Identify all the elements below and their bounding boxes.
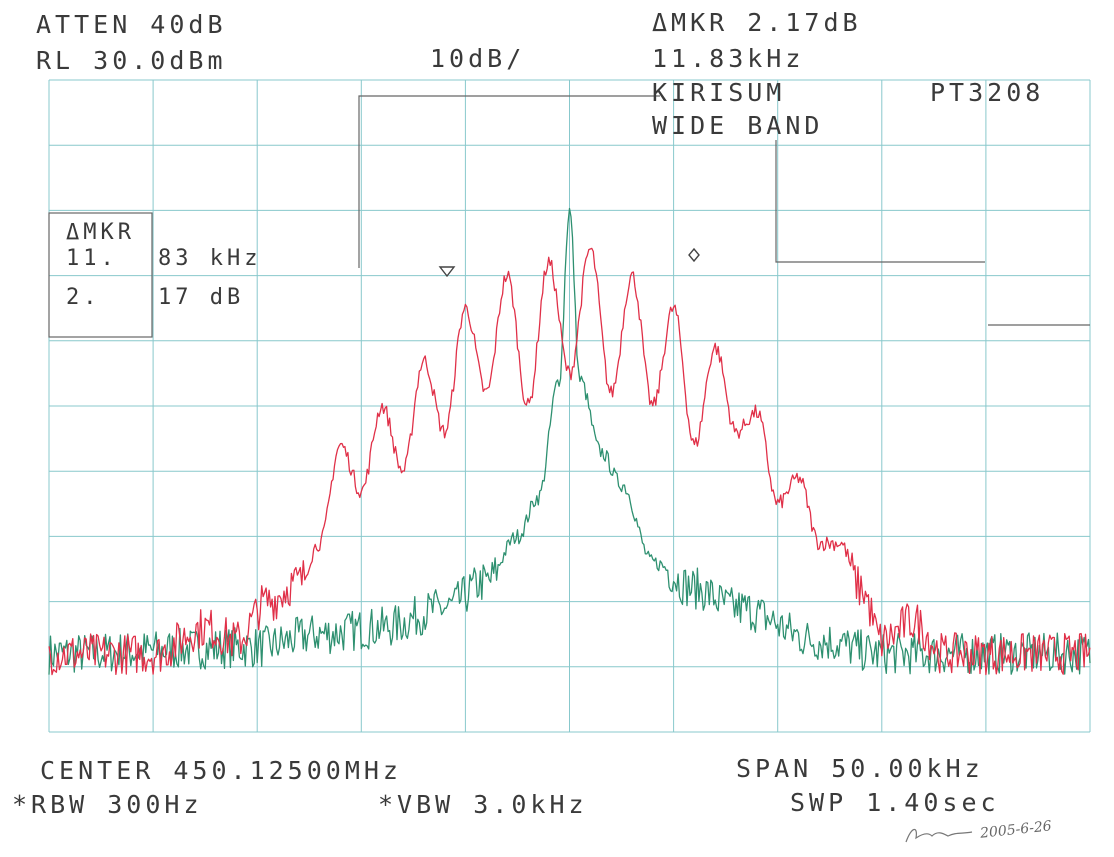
marker-box-freq-prefix: 11. [66, 246, 118, 271]
scale-label: 10dB/ [430, 44, 526, 73]
marker-triangle-icon [438, 266, 456, 278]
annotation-boxes [48, 95, 1090, 338]
graticule [48, 79, 1091, 733]
model-name: KIRISUM [652, 78, 786, 107]
delta-marker-freq: 11.83kHz [652, 44, 805, 73]
band-box-outline [775, 140, 985, 263]
marker-diamond-icon [688, 247, 700, 263]
marker-box-title: ΔMKR [66, 220, 135, 245]
marker-box-level-prefix: 2. [66, 285, 101, 310]
band-label: WIDE BAND [652, 111, 824, 140]
marker-box-freq-suffix: 83 kHz [158, 246, 262, 271]
rbw-label: *RBW 300Hz [12, 790, 203, 819]
traces [48, 207, 1091, 676]
marker-box-border [48, 212, 153, 338]
reference-level-label: RL 30.0dBm [36, 46, 227, 75]
marker-box-level-suffix: 17 dB [158, 285, 245, 310]
handwritten-signature [905, 828, 973, 843]
model-code: PT3208 [930, 78, 1045, 107]
red-trace-line [48, 247, 1091, 676]
vbw-label: *VBW 3.0kHz [378, 790, 588, 819]
atten-label: ATTEN 40dB [36, 10, 227, 39]
delta-marker-level: ΔMKR 2.17dB [652, 8, 862, 37]
center-frequency: CENTER 450.12500MHz [40, 756, 402, 785]
span-label: SPAN 50.00kHz [736, 754, 984, 783]
sweep-label: SWP 1.40sec [790, 788, 1000, 817]
reference-box-outline [358, 95, 660, 268]
